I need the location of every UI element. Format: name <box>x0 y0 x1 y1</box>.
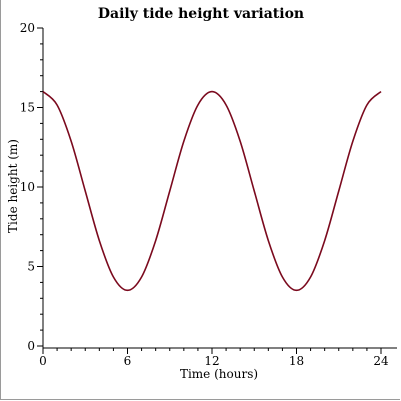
y-tick-label: 5 <box>27 260 35 274</box>
axes <box>42 28 397 349</box>
x-axis-label: Time (hours) <box>180 367 258 381</box>
x-minor-ticks <box>56 348 368 351</box>
y-tick-label: 10 <box>20 180 35 194</box>
y-tick-label: 0 <box>27 339 35 353</box>
x-ticks: 0 6 12 18 24 <box>39 348 389 368</box>
y-ticks: 0 5 10 15 20 <box>20 21 43 353</box>
x-tick-label: 12 <box>204 354 219 368</box>
y-axis-label: Tide height (m) <box>6 139 20 233</box>
y-tick-label: 20 <box>20 21 35 35</box>
y-minor-ticks <box>40 43 43 331</box>
x-tick-label: 6 <box>124 354 132 368</box>
x-tick-label: 18 <box>289 354 304 368</box>
x-tick-label: 24 <box>373 354 389 368</box>
tide-height-line <box>42 90 382 292</box>
x-tick-label: 0 <box>39 354 47 368</box>
chart-title: Daily tide height variation <box>98 6 304 22</box>
y-tick-label: 15 <box>20 101 35 115</box>
